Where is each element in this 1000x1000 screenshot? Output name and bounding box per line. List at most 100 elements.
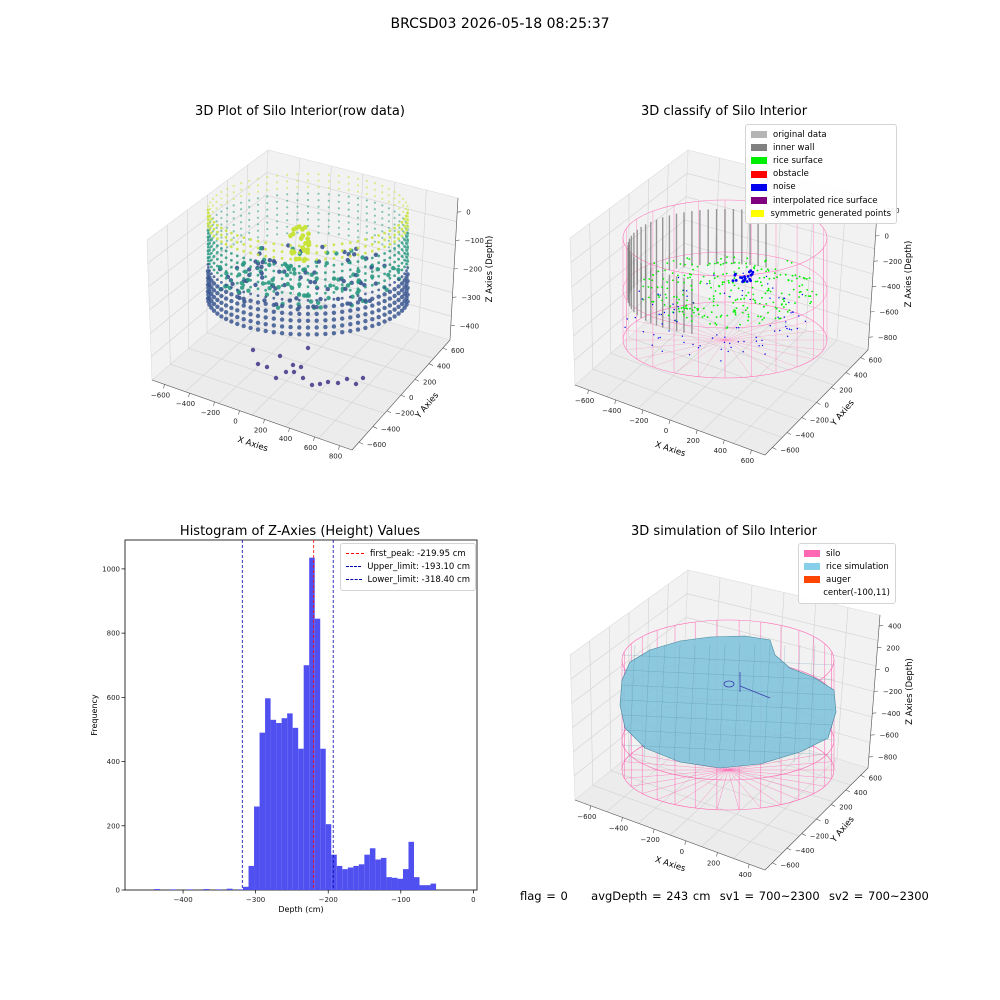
- data-point: [280, 250, 284, 254]
- surface-mesh: [778, 644, 786, 763]
- tick-mark: [621, 817, 623, 822]
- rice-point: [754, 301, 757, 304]
- data-point: [373, 221, 376, 224]
- tick-mark: [453, 268, 459, 270]
- data-point: [373, 234, 376, 237]
- noise-point: [777, 316, 779, 318]
- silo-spoke: [724, 339, 814, 360]
- rice-point: [722, 273, 724, 276]
- tick-mark: [163, 384, 165, 389]
- noise-point: [658, 313, 660, 315]
- noise-point: [651, 303, 654, 306]
- flag-value: flag = 0: [520, 889, 568, 903]
- data-point: [348, 282, 352, 285]
- grid-line: [686, 593, 879, 641]
- data-point: [264, 364, 270, 370]
- data-point: [402, 210, 405, 213]
- y-tick-label: 0: [825, 402, 829, 410]
- data-point: [242, 290, 246, 294]
- rice-point: [689, 307, 691, 310]
- data-point: [365, 212, 368, 215]
- y-tick-label: 400: [854, 789, 867, 797]
- rice-point: [794, 274, 797, 276]
- rice-point: [730, 262, 733, 265]
- data-point: [383, 279, 386, 283]
- data-point: [344, 376, 350, 382]
- rice-point: [740, 298, 742, 301]
- legend-swatch: [751, 183, 767, 191]
- data-point: [382, 292, 387, 297]
- data-point: [327, 219, 330, 222]
- data-point: [388, 270, 392, 273]
- data-point: [393, 203, 396, 207]
- data-point: [373, 252, 379, 257]
- z-tick-label: 0: [885, 666, 889, 674]
- data-point: [210, 265, 213, 269]
- data-point: [399, 301, 405, 307]
- data-point: [272, 276, 276, 280]
- legend-swatch: [751, 131, 767, 139]
- data-point: [266, 280, 271, 285]
- data-point: [306, 292, 310, 295]
- tick-mark: [747, 864, 750, 869]
- z-axis-label: Z Axies (Depth): [485, 236, 495, 303]
- data-point: [246, 288, 251, 293]
- data-point: [363, 305, 368, 310]
- data-point: [337, 200, 340, 203]
- rice-point: [717, 261, 719, 264]
- data-point: [393, 216, 396, 220]
- rice-point: [675, 296, 678, 298]
- tick-mark: [875, 235, 880, 237]
- data-point: [297, 264, 301, 268]
- data-point: [327, 199, 330, 202]
- legend-label: interpolated rice surface: [773, 195, 878, 206]
- noise-point: [706, 283, 708, 285]
- rice-point: [648, 278, 651, 280]
- data-point: [314, 304, 319, 310]
- data-point: [210, 251, 213, 255]
- rice-point: [683, 274, 686, 277]
- data-point: [387, 316, 393, 322]
- rice-point: [712, 304, 715, 307]
- silo-spoke: [724, 330, 824, 341]
- x-tick-label: 200: [686, 437, 699, 445]
- rice-point: [715, 316, 718, 318]
- x-axis-label: Depth (cm): [278, 905, 323, 914]
- rice-point: [650, 286, 653, 289]
- legend-entry: rice surface: [751, 154, 891, 167]
- rice-point: [747, 319, 749, 322]
- silo-spoke: [652, 339, 726, 368]
- data-point: [383, 286, 386, 289]
- data-point: [215, 220, 218, 223]
- rice-point: [714, 322, 717, 325]
- data-point: [387, 233, 390, 236]
- data-point: [337, 194, 340, 197]
- x-axis-label: X Axies: [654, 440, 687, 459]
- data-point: [226, 246, 229, 249]
- data-point: [211, 236, 214, 239]
- y-tick-label: 200: [107, 822, 120, 830]
- noise-point: [758, 345, 760, 347]
- data-point: [337, 187, 340, 190]
- data-point: [381, 236, 384, 239]
- histogram-bar: [292, 727, 299, 890]
- data-point: [300, 375, 306, 381]
- histogram-bar: [342, 869, 348, 890]
- legend-label: Upper_limit: -193.10 cm: [367, 561, 470, 572]
- data-point: [306, 218, 310, 221]
- surface-mesh: [673, 644, 681, 763]
- noise-point: [699, 345, 701, 347]
- data-point: [220, 274, 223, 277]
- data-point: [365, 225, 368, 228]
- data-point: [355, 307, 361, 312]
- data-point: [240, 208, 243, 211]
- data-point: [357, 296, 363, 302]
- silo-spoke: [724, 339, 752, 377]
- data-point: [210, 245, 213, 248]
- rice-point: [683, 313, 685, 316]
- noise-point: [734, 279, 738, 282]
- data-point: [326, 295, 331, 301]
- data-point: [215, 304, 220, 309]
- data-point: [356, 190, 360, 193]
- data-point: [356, 236, 360, 239]
